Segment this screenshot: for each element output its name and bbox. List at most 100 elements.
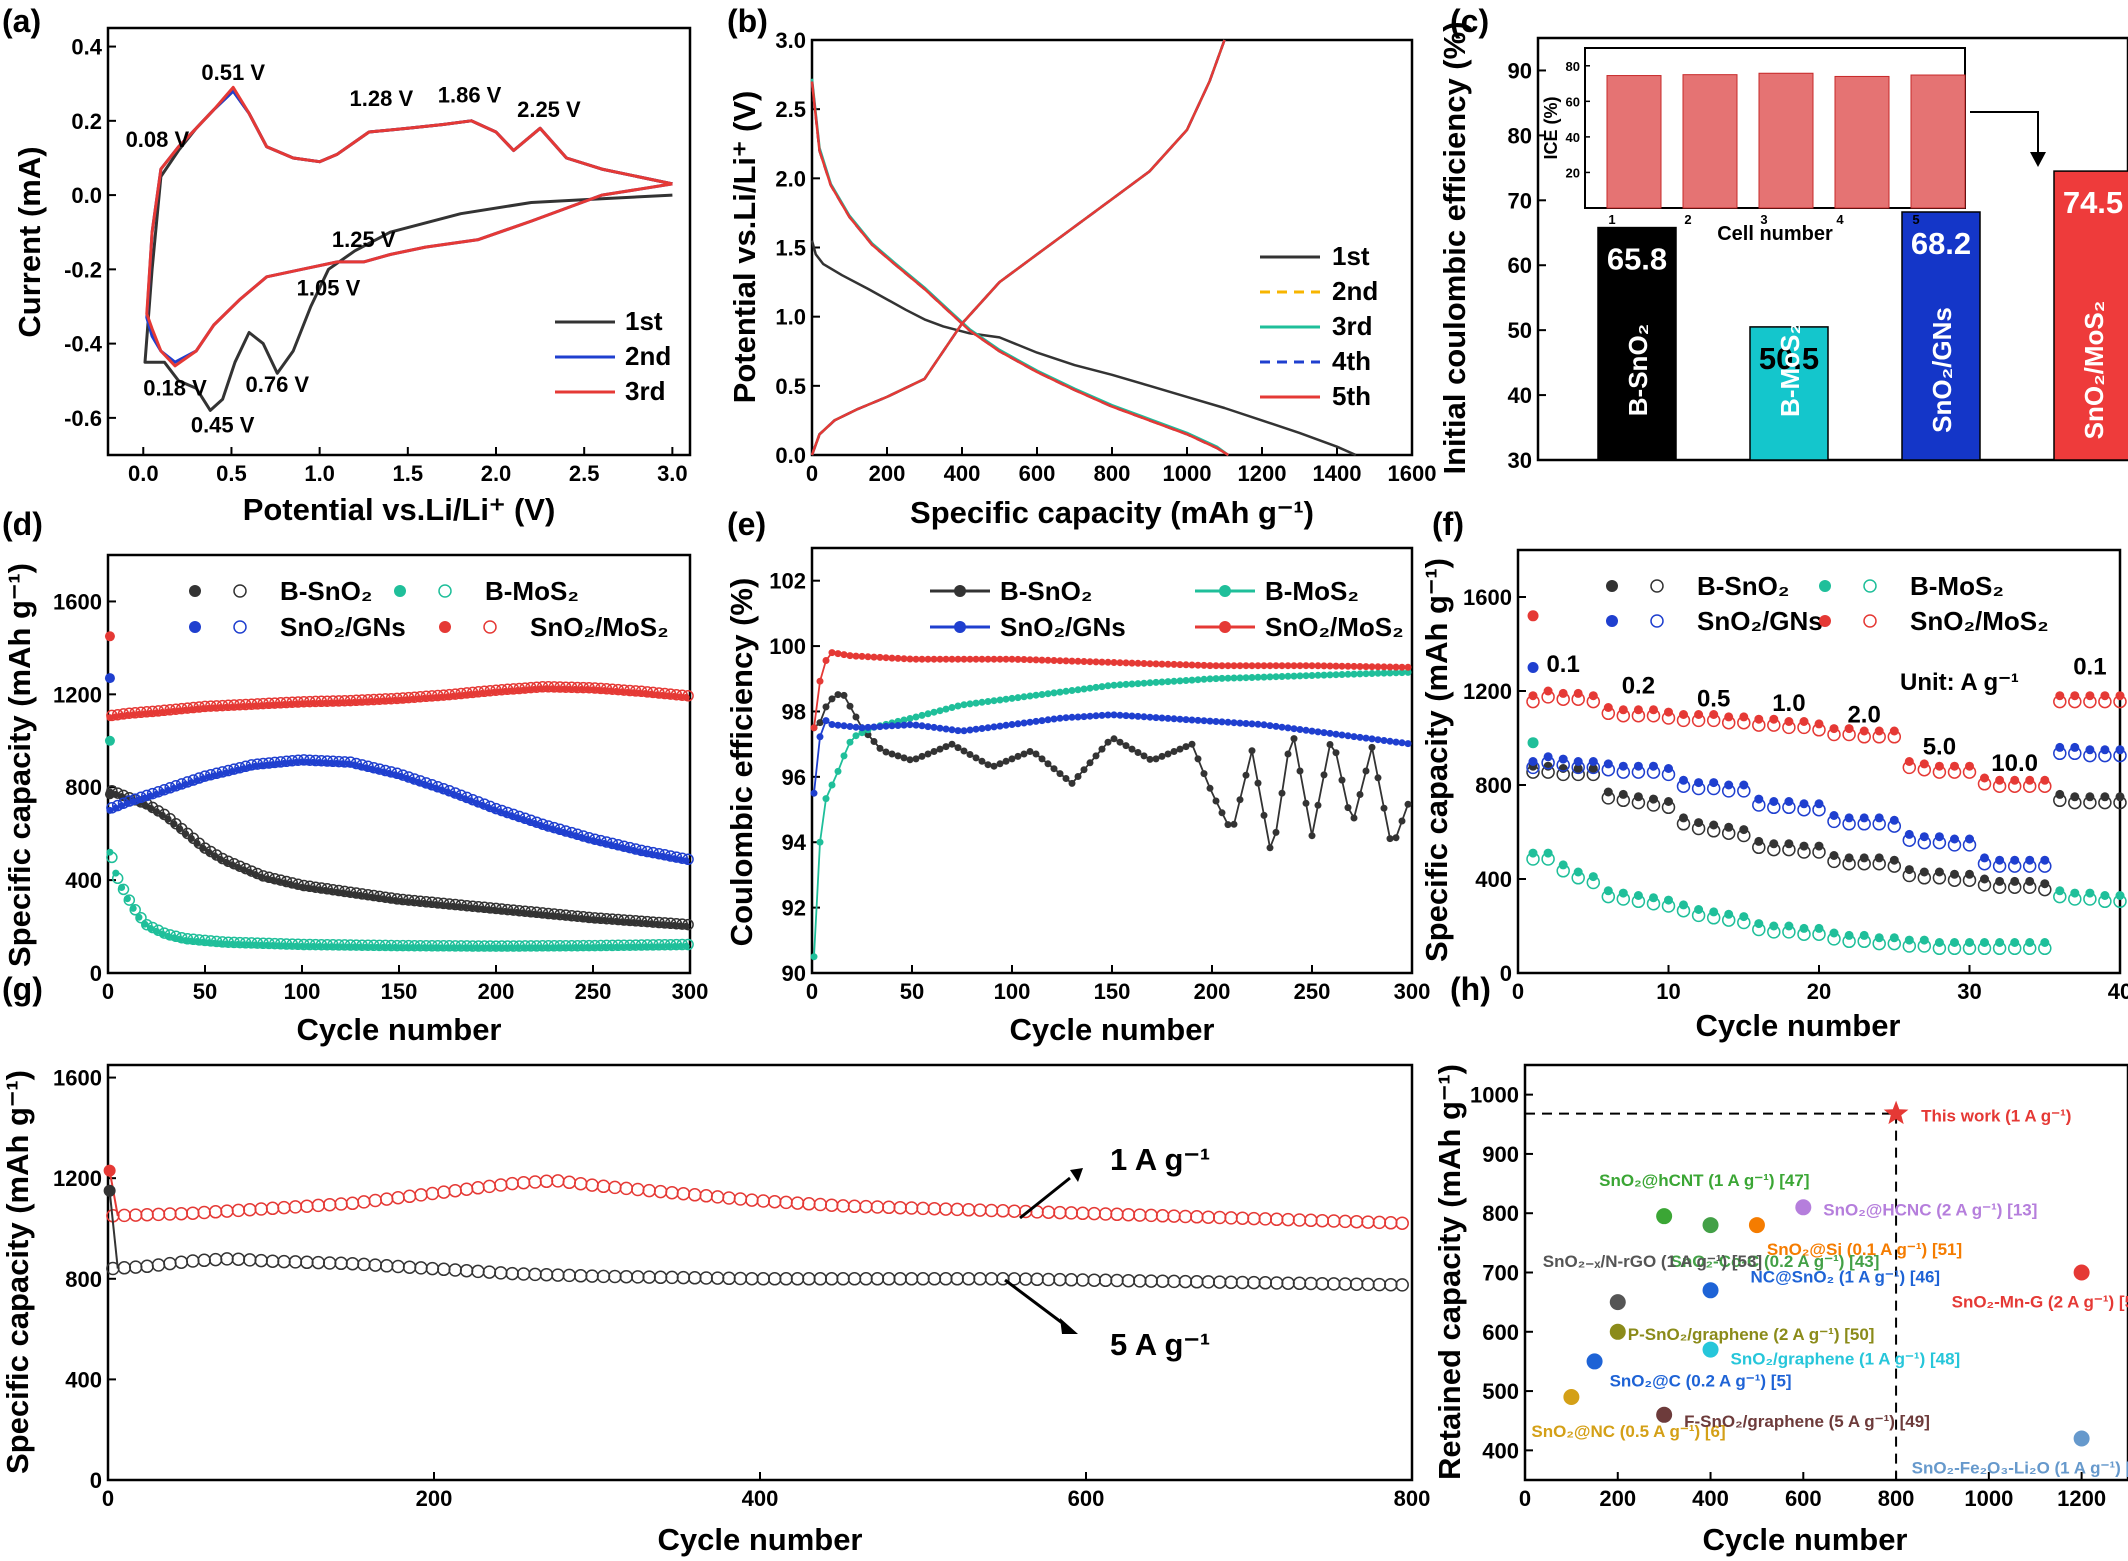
y-tick-label: 2.0 — [775, 166, 806, 191]
x-tick-label: 200 — [1599, 1486, 1636, 1511]
data-point-SnO₂/GNs — [1404, 740, 1412, 748]
data-point-B-MoS₂ — [1649, 893, 1658, 903]
legend-marker — [1819, 580, 1831, 592]
reference-marker — [1563, 1389, 1580, 1405]
data-point-1 A g⁻¹ — [893, 1200, 907, 1215]
bar-value-label: 68.2 — [1911, 226, 1971, 261]
bar-category-label: SnO₂/MoS₂ — [2079, 301, 2109, 440]
data-point-B-MoS₂ — [1152, 678, 1160, 686]
data-point-B-MoS₂ — [589, 944, 597, 951]
x-tick-label: 400 — [1692, 1486, 1729, 1511]
data-point-B-MoS₂ — [1950, 938, 1959, 947]
reference-marker — [1702, 1282, 1719, 1299]
data-point-5 A g⁻¹ — [904, 1272, 919, 1286]
data-point-5 A g⁻¹ — [973, 1272, 987, 1286]
bar-value-label: 74.5 — [2063, 185, 2123, 220]
first-cycle-point — [1527, 662, 1539, 673]
data-point-SnO₂/GNs — [537, 821, 545, 829]
data-point-SnO₂/MoS₂ — [1356, 663, 1364, 670]
data-point-B-MoS₂ — [182, 937, 190, 944]
data-point-B-SnO₂ — [894, 752, 902, 760]
data-point-SnO₂/GNs — [1200, 717, 1208, 725]
data-point-5 A g⁻¹ — [437, 1262, 451, 1277]
data-point-SnO₂/MoS₂ — [129, 711, 137, 719]
data-point-B-MoS₂ — [1248, 674, 1256, 681]
data-point-SnO₂/GNs — [1356, 733, 1364, 741]
data-point-B-MoS₂ — [612, 943, 620, 951]
data-point-B-MoS₂ — [1200, 675, 1208, 683]
data-point-B-MoS₂ — [117, 883, 130, 896]
data-point-B-MoS₂ — [123, 895, 131, 903]
data-point-SnO₂/MoS₂ — [182, 706, 190, 714]
x-tick-label: 30 — [1957, 979, 1981, 1004]
x-tick-label: 10 — [1656, 979, 1680, 1004]
data-point-B-SnO₂ — [414, 899, 422, 907]
x-axis-label: Cycle number — [1009, 1012, 1214, 1047]
data-point-B-MoS₂ — [1904, 935, 1914, 945]
data-point-5 A g⁻¹ — [448, 1263, 462, 1277]
data-point-SnO₂/GNs — [665, 853, 673, 861]
data-point-B-MoS₂ — [281, 942, 288, 950]
data-point-5 A g⁻¹ — [208, 1252, 223, 1267]
data-point-B-SnO₂ — [1278, 789, 1286, 797]
data-point-B-MoS₂ — [1350, 670, 1358, 678]
data-point-SnO₂/GNs — [478, 801, 486, 809]
data-point-SnO₂/GNs — [816, 733, 824, 741]
data-point-B-MoS₂ — [1272, 673, 1280, 681]
data-point-B-MoS₂ — [106, 848, 114, 856]
data-point-1 A g⁻¹ — [608, 1180, 622, 1195]
legend-marker — [1219, 585, 1231, 597]
data-point-SnO₂/MoS₂ — [397, 696, 405, 704]
data-point-SnO₂/GNs — [327, 759, 335, 767]
data-point-SnO₂/GNs — [2100, 745, 2110, 755]
rate-label: 0.1 — [1546, 651, 1579, 678]
data-point-B-SnO₂ — [1965, 869, 1974, 879]
data-point-B-SnO₂ — [490, 906, 498, 914]
data-point-SnO₂/MoS₂ — [1784, 717, 1794, 726]
data-point-SnO₂/GNs — [1392, 738, 1400, 746]
data-point-B-MoS₂ — [676, 942, 684, 950]
data-point-SnO₂/GNs — [222, 769, 230, 777]
data-point-SnO₂/MoS₂ — [414, 695, 422, 703]
data-point-1 A g⁻¹ — [1212, 1210, 1227, 1225]
data-point-B-SnO₂ — [1230, 820, 1238, 828]
data-point-SnO₂/GNs — [444, 788, 451, 796]
data-point-SnO₂/GNs — [1218, 718, 1226, 726]
data-point-B-MoS₂ — [1889, 933, 1899, 943]
data-point-B-MoS₂ — [984, 698, 992, 705]
data-point-1 A g⁻¹ — [802, 1197, 816, 1211]
data-point-SnO₂/GNs — [269, 761, 277, 768]
reference-label: SnO₂@HCNC (2 A g⁻¹) [13] — [1823, 1200, 2037, 1219]
data-point-1 A g⁻¹ — [437, 1185, 451, 1199]
x-tick-label: 800 — [1394, 1486, 1431, 1511]
y-tick-label: 3.0 — [775, 28, 806, 53]
arrow-1-line — [1019, 1176, 1071, 1220]
legend-label: B-MoS₂ — [1265, 576, 1359, 606]
data-point-SnO₂/MoS₂ — [577, 685, 585, 693]
ice-bar — [1901, 211, 1981, 461]
data-point-1 A g⁻¹ — [790, 1196, 805, 1210]
data-point-B-MoS₂ — [1326, 671, 1334, 679]
data-point-SnO₂/GNs — [141, 794, 149, 802]
legend-label: SnO₂/GNs — [1000, 612, 1126, 642]
data-point-1 A g⁻¹ — [277, 1200, 291, 1215]
data-point-B-SnO₂ — [630, 919, 638, 926]
data-point-B-SnO₂ — [840, 691, 848, 699]
legend-label: 3rd — [1332, 311, 1372, 341]
reference-marker — [1702, 1217, 1719, 1234]
data-point-B-MoS₂ — [1543, 848, 1553, 858]
data-point-B-MoS₂ — [1146, 679, 1154, 687]
data-point-B-MoS₂ — [641, 943, 649, 951]
reference-label: SnO₂-Fe₂O₃-Li₂O (1 A g⁻¹) [52] — [1912, 1459, 2128, 1478]
rate-label: 0.5 — [1697, 685, 1730, 712]
data-point-B-MoS₂ — [1965, 938, 1974, 947]
data-point-SnO₂/GNs — [362, 764, 370, 772]
data-point-SnO₂/MoS₂ — [141, 710, 149, 718]
data-point-B-SnO₂ — [1784, 839, 1794, 849]
legend-label: 2nd — [1332, 276, 1378, 306]
data-point-5 A g⁻¹ — [1064, 1273, 1079, 1287]
data-point-1 A g⁻¹ — [300, 1199, 314, 1213]
data-point-B-SnO₂ — [1980, 874, 1989, 884]
data-point-1 A g⁻¹ — [1178, 1209, 1193, 1224]
data-point-SnO₂/GNs — [525, 818, 533, 825]
